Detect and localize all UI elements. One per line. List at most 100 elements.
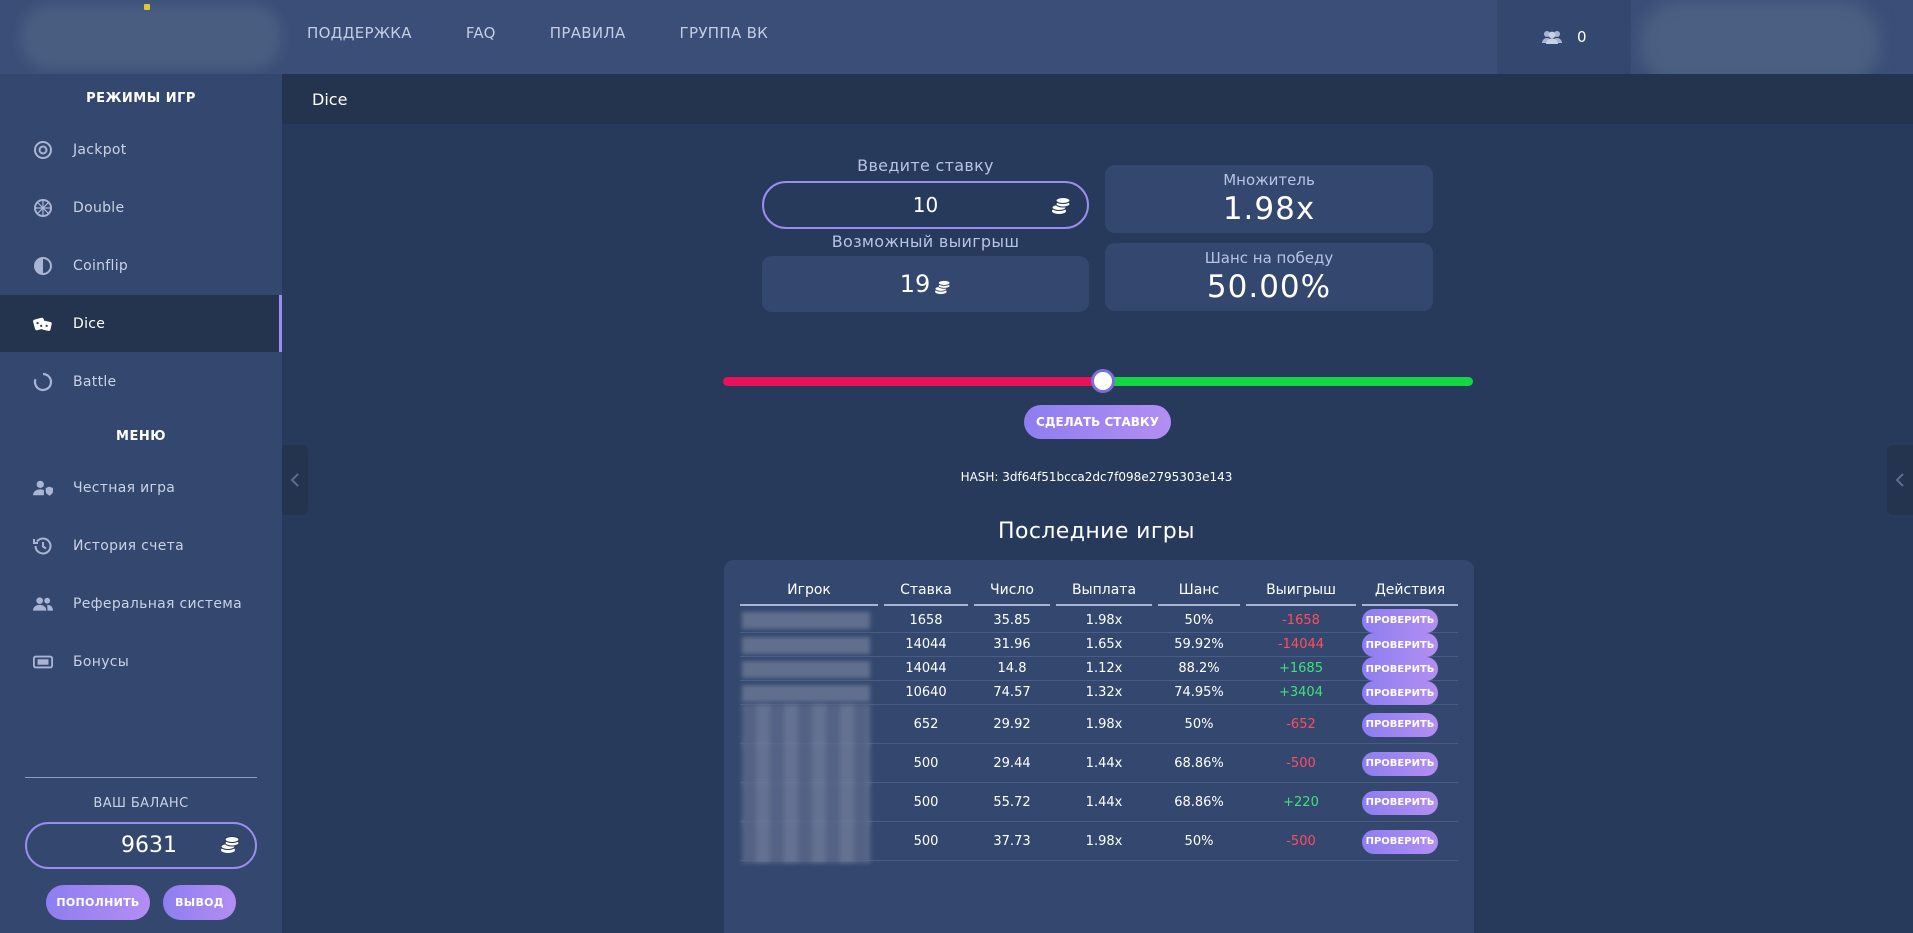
header-underline [1056,604,1152,606]
cell-chance: 68.86% [1174,794,1224,810]
cell-number: 29.92 [993,716,1031,732]
check-button[interactable]: ПРОВЕРИТЬ [1362,829,1438,854]
modes-title: РЕЖИМЫ ИГР [86,91,196,106]
header-underline [740,604,878,606]
multiplier-label: Множитель [1223,171,1315,189]
sidebar-item-label: Реферальная система [73,595,243,612]
cell-payout: 1.44x [1085,755,1123,771]
balance-label: ВАШ БАЛАНС [93,796,189,811]
multiplier-value: 1.98x [1222,191,1316,227]
sidebar-item-battle[interactable]: Battle [0,353,282,410]
top-nav: ПОДДЕРЖКА FAQ ПРАВИЛА ГРУППА ВК [307,24,822,42]
coins-icon [1051,197,1071,214]
cell-bet: 14044 [905,637,947,652]
col-payout: Выплата [1071,582,1137,598]
cell-chance: 59.92% [1174,637,1224,652]
logo[interactable] [20,4,282,70]
sidebar: РЕЖИМЫ ИГР Jackpot Double Coinflip Dice … [0,74,282,933]
nav-rules-link[interactable]: ПРАВИЛА [549,24,626,42]
check-button[interactable]: ПРОВЕРИТЬ [1362,712,1438,737]
sidebar-item-fair-game[interactable]: Честная игра [0,459,282,516]
sidebar-collapse-button[interactable] [282,445,308,515]
chat-collapse-button[interactable] [1887,445,1913,515]
deposit-button[interactable]: ПОПОЛНИТЬ [46,885,150,920]
dice-icon [33,314,53,334]
table-row: 14044 14.8 1.12x 88.2% +1685 ПРОВЕРИТЬ [740,657,1458,681]
player-avatar-name [742,612,870,629]
cell-payout: 1.32x [1085,685,1123,700]
cell-number: 14.8 [997,661,1027,676]
sidebar-item-label: Battle [73,373,117,390]
sidebar-item-double[interactable]: Double [0,179,282,236]
player-avatar-name [742,636,870,654]
cell-win: +220 [1283,794,1319,810]
table-row: 10640 74.57 1.32x 74.95% +3404 ПРОВЕРИТЬ [740,681,1458,705]
table-row: 500 55.72 1.44x 68.86% +220 ПРОВЕРИТЬ [740,781,1458,824]
sidebar-item-label: История счета [73,537,184,554]
table-row: 652 29.92 1.98x 50% -652 ПРОВЕРИТЬ [740,703,1458,746]
coins-icon [934,279,951,294]
win-chance-label: Шанс на победу [1204,249,1334,267]
sidebar-item-bonuses[interactable]: Бонусы [0,633,282,690]
cell-win: -500 [1286,755,1316,771]
nav-vk-group-link[interactable]: ГРУППА ВК [679,24,769,42]
col-bet: Ставка [900,582,952,598]
cell-number: 37.73 [993,833,1031,849]
header-underline [1158,604,1240,606]
player-avatar-name [742,820,870,863]
user-profile[interactable] [1640,0,1880,86]
check-button[interactable]: ПРОВЕРИТЬ [1362,657,1438,681]
nav-support-link[interactable]: ПОДДЕРЖКА [307,24,412,42]
cell-payout: 1.65x [1085,637,1123,652]
cell-bet: 652 [913,716,939,732]
chance-slider-handle[interactable] [1091,369,1115,393]
bet-field[interactable] [762,181,1089,229]
cell-payout: 1.98x [1085,612,1123,628]
nav-faq-link[interactable]: FAQ [465,24,496,42]
check-button[interactable]: ПРОВЕРИТЬ [1362,790,1438,815]
sidebar-item-label: Честная игра [73,479,176,496]
cell-payout: 1.98x [1085,833,1123,849]
col-number: Число [990,582,1034,598]
cell-bet: 500 [913,755,939,771]
header-underline [974,604,1050,606]
history-icon [33,536,53,556]
cell-bet: 500 [913,794,939,810]
win-chance-value: 50.00% [1206,269,1332,305]
user-shield-icon [33,478,53,498]
sidebar-item-account-history[interactable]: История счета [0,517,282,574]
cell-bet: 10640 [905,685,947,700]
withdraw-button[interactable]: ВЫВОД [163,885,236,920]
check-button[interactable]: ПРОВЕРИТЬ [1362,608,1438,633]
page-title: Dice [282,74,1913,124]
cell-payout: 1.12x [1085,661,1123,676]
balance-value: 9631 [121,833,177,858]
cell-win: -652 [1286,716,1316,732]
sidebar-item-label: Бонусы [73,653,130,670]
sidebar-item-jackpot[interactable]: Jackpot [0,121,282,178]
check-button[interactable]: ПРОВЕРИТЬ [1362,751,1438,776]
sidebar-item-dice[interactable]: Dice [0,295,282,352]
cell-number: 29.44 [993,755,1031,771]
sidebar-item-label: Dice [73,315,106,332]
win-chance-card: Шанс на победу 50.00% [1105,243,1433,311]
table-row: 1658 35.85 1.98x 50% -1658 ПРОВЕРИТЬ [740,608,1458,633]
sidebar-item-referral[interactable]: Реферальная система [0,575,282,632]
online-counter: 0 [1497,0,1631,74]
online-count: 0 [1577,28,1587,46]
hash-text: HASH: 3df64f51bcca2dc7f098e2795303e143 [960,470,1233,484]
check-button[interactable]: ПРОВЕРИТЬ [1362,633,1438,657]
wheel-icon [33,198,53,218]
player-avatar-name [742,781,870,824]
make-bet-button[interactable]: СДЕЛАТЬ СТАВКУ [1024,405,1171,439]
player-avatar-name [742,703,870,746]
bet-input[interactable] [825,193,1026,217]
cell-win: +1685 [1279,661,1323,676]
check-button[interactable]: ПРОВЕРИТЬ [1362,681,1438,705]
sidebar-item-label: Double [73,199,125,216]
half-circle-icon [33,256,53,276]
sidebar-item-coinflip[interactable]: Coinflip [0,237,282,294]
header-underline [884,604,968,606]
cell-win: +3404 [1279,685,1323,700]
ticket-icon [33,652,53,672]
